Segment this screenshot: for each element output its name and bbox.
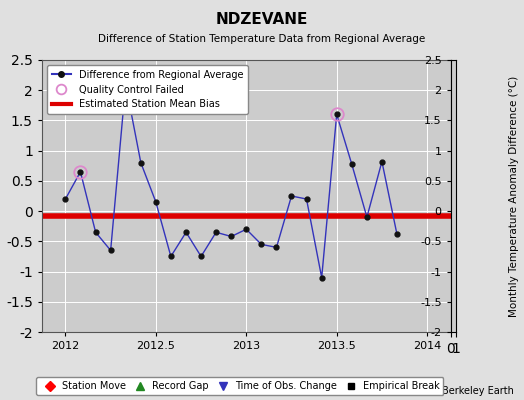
Line: Quality Control Failed: Quality Control Failed: [74, 108, 343, 178]
Difference from Regional Average: [334, 112, 340, 117]
Text: Monthly Temperature Anomaly Difference (°C): Monthly Temperature Anomaly Difference (…: [508, 75, 519, 317]
Difference from Regional Average: [123, 82, 129, 86]
Text: NDZEVANE: NDZEVANE: [216, 12, 308, 27]
Difference from Regional Average: [243, 227, 249, 232]
Difference from Regional Average: [152, 200, 159, 204]
Difference from Regional Average: [303, 197, 310, 202]
Difference from Regional Average: [288, 194, 294, 198]
Legend: Difference from Regional Average, Quality Control Failed, Estimated Station Mean: Difference from Regional Average, Qualit…: [47, 65, 248, 114]
Legend: Station Move, Record Gap, Time of Obs. Change, Empirical Break: Station Move, Record Gap, Time of Obs. C…: [36, 377, 443, 395]
Difference from Regional Average: [93, 230, 99, 235]
Text: Berkeley Earth: Berkeley Earth: [442, 386, 514, 396]
Difference from Regional Average: [394, 232, 400, 236]
Difference from Regional Average: [228, 234, 234, 239]
Difference from Regional Average: [274, 245, 280, 250]
Difference from Regional Average: [348, 162, 355, 166]
Difference from Regional Average: [168, 254, 174, 259]
Difference from Regional Average: [364, 215, 370, 220]
Difference from Regional Average: [107, 248, 114, 253]
Difference from Regional Average: [183, 230, 189, 235]
Difference from Regional Average: [78, 170, 84, 174]
Line: Difference from Regional Average: Difference from Regional Average: [63, 82, 399, 280]
Difference from Regional Average: [62, 197, 69, 202]
Quality Control Failed: [334, 112, 340, 117]
Difference from Regional Average: [138, 160, 144, 165]
Text: Difference of Station Temperature Data from Regional Average: Difference of Station Temperature Data f…: [99, 34, 425, 44]
Difference from Regional Average: [198, 254, 204, 259]
Quality Control Failed: [78, 170, 84, 174]
Difference from Regional Average: [258, 242, 265, 247]
Difference from Regional Average: [213, 230, 219, 235]
Difference from Regional Average: [379, 159, 385, 164]
Difference from Regional Average: [319, 275, 325, 280]
